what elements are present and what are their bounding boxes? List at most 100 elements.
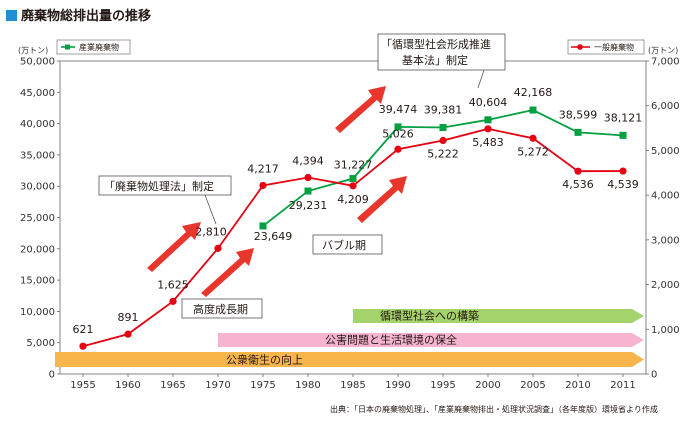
data-label: 40,604 — [469, 96, 508, 109]
data-point-square — [304, 187, 312, 195]
data-label: 4,217 — [247, 162, 279, 175]
trend-arrow-icon — [357, 176, 407, 223]
data-point-square — [574, 128, 582, 136]
data-point-circle — [619, 167, 627, 175]
data-point-circle — [259, 181, 267, 190]
right-tick-label: 6,000 — [651, 101, 680, 112]
trend-arrow-icon — [335, 86, 386, 133]
left-tick-label: 30,000 — [20, 182, 55, 193]
data-point-circle — [394, 145, 402, 153]
law1-callout: 「廃棄物処理法」制定 — [98, 175, 232, 225]
data-point-square — [529, 106, 537, 114]
data-label: 891 — [118, 311, 139, 324]
source-note: 出典：「日本の廃棄物処理」、「産業廃棄物排出・処理状況調査」（各年度版）環境省よ… — [330, 404, 658, 414]
growth-text: 高度成長期 — [193, 302, 248, 316]
data-label: 4,394 — [292, 155, 324, 168]
bubble-label-box: バブル期 — [312, 234, 383, 255]
left-tick-label: 35,000 — [20, 150, 55, 161]
right-tick-label: 3,000 — [651, 235, 680, 246]
legend-square-marker-icon — [65, 44, 70, 50]
data-point-circle — [439, 136, 447, 145]
data-label: 621 — [73, 323, 94, 336]
x-tick-label: 1965 — [160, 380, 185, 391]
law1-text: 「廃棄物処理法」制定 — [104, 179, 214, 193]
data-label: 2,810 — [195, 225, 227, 238]
data-label: 42,168 — [514, 86, 553, 99]
x-tick-label: 1975 — [250, 380, 275, 391]
data-label: 38,599 — [559, 108, 598, 121]
data-label: 4,539 — [607, 178, 639, 191]
legend-industrial-label: 産業廃棄物 — [79, 42, 119, 52]
title-square-icon — [6, 10, 17, 21]
axes: 0 5,000 10,000 15,000 20,000 25,000 30,000 35,0… — [20, 57, 680, 392]
left-tick-label: 10,000 — [20, 307, 55, 318]
x-tick-label: 1990 — [385, 380, 410, 391]
data-label: 4,209 — [337, 193, 369, 206]
x-tick-label: 1985 — [340, 380, 365, 391]
era-band-label: 循環型社会への構築 — [380, 309, 479, 323]
era-band-arrow — [55, 352, 644, 367]
data-label: 5,026 — [382, 127, 414, 140]
right-tick-label: 0 — [651, 370, 657, 381]
left-tick-label: 20,000 — [20, 244, 55, 255]
trend-arrow-icon — [147, 222, 201, 272]
data-label: 31,227 — [334, 159, 373, 172]
chart-title: 廃棄物総排出量の推移 — [20, 8, 151, 24]
data-label: 5,483 — [472, 136, 504, 149]
trend-arrow-icon — [201, 248, 254, 297]
data-point-square — [439, 123, 447, 131]
x-tick-label: 2011 — [610, 380, 635, 391]
x-tick-label: 1980 — [295, 380, 320, 391]
right-tick-label: 1,000 — [651, 325, 680, 336]
x-tick-label: 1995 — [430, 380, 455, 391]
x-tick-label: 2005 — [520, 380, 545, 391]
left-axis-unit: (万トン) — [18, 46, 48, 55]
x-tick-label: 1970 — [205, 380, 230, 391]
growth-label-box: 高度成長期 — [181, 298, 263, 319]
legend-industrial: 産業廃棄物 — [56, 39, 131, 55]
data-point-square — [349, 175, 357, 183]
era-band-arrow — [218, 333, 644, 347]
right-tick-label: 5,000 — [651, 146, 680, 157]
era-band-label: 公害問題と生活環境の保全 — [325, 333, 457, 347]
data-label: 29,231 — [289, 199, 328, 212]
left-tick-label: 5,000 — [26, 338, 55, 349]
left-tick-label: 40,000 — [20, 119, 55, 130]
data-point-square — [484, 116, 492, 124]
data-labels: 23,649 29,231 31,227 39,474 39,381 40,604 42,1… — [73, 86, 643, 336]
series — [79, 106, 627, 350]
left-tick-label: 45,000 — [20, 88, 55, 99]
x-tick-label: 1955 — [70, 380, 95, 391]
legend-circle-marker-icon — [577, 44, 583, 50]
era-band-label: 公衆衛生の向上 — [226, 353, 303, 367]
data-point-circle — [169, 297, 177, 305]
data-point-square — [394, 123, 402, 131]
data-point-square — [619, 131, 627, 139]
x-tick-label: 1960 — [115, 380, 140, 391]
legend-general-label: 一般廃棄物 — [594, 42, 634, 52]
data-point-square — [259, 222, 267, 230]
data-label: 5,222 — [427, 148, 459, 161]
data-label: 39,474 — [379, 103, 418, 116]
data-label: 4,536 — [562, 178, 594, 191]
x-tick-label: 2000 — [475, 380, 500, 391]
data-label: 23,649 — [254, 230, 293, 243]
data-point-circle — [349, 182, 357, 190]
law2-text-line2: 基本法」制定 — [402, 53, 468, 67]
data-label: 1,625 — [157, 278, 189, 291]
left-tick-label: 15,000 — [20, 276, 55, 287]
right-tick-label: 7,000 — [651, 57, 680, 68]
law2-text-line1: 「循環型社会形成推進 — [381, 37, 491, 51]
data-point-circle — [214, 244, 222, 252]
data-point-circle — [79, 342, 87, 350]
left-tick-label: 0 — [49, 370, 55, 381]
data-point-circle — [484, 125, 492, 133]
data-point-circle — [124, 330, 132, 338]
right-axis-unit: (万トン) — [648, 46, 678, 55]
data-point-circle — [529, 134, 537, 142]
legend-general: 一般廃棄物 — [567, 39, 645, 55]
right-tick-label: 4,000 — [651, 191, 680, 202]
law2-callout: 「循環型社会形成推進 基本法」制定 — [377, 33, 506, 89]
